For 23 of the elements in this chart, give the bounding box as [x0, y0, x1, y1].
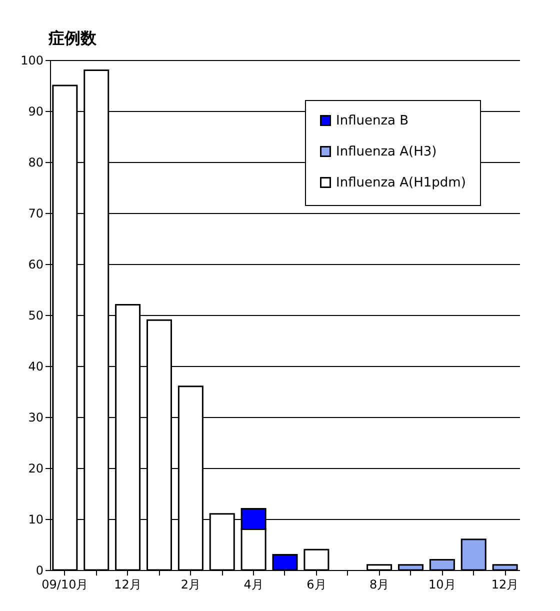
- y-tick-label: 0: [36, 564, 44, 578]
- y-tick-label: 30: [28, 410, 44, 424]
- y-tick-label: 70: [28, 206, 44, 220]
- x-tick-label: 10月: [428, 578, 456, 592]
- y-tick-label: 20: [28, 462, 44, 476]
- legend-label: Influenza A(H3): [336, 144, 437, 160]
- y-tick-label: 80: [28, 156, 44, 170]
- x-tick-label: 6月: [306, 578, 326, 592]
- x-tick-label: 12月: [114, 578, 142, 592]
- y-tick-label: 60: [28, 258, 44, 272]
- y-tick-label: 90: [28, 104, 44, 118]
- y-tick-label: 40: [28, 360, 44, 374]
- x-tick-label: 12月: [491, 578, 519, 592]
- x-tick-label: 09/10月: [42, 578, 88, 592]
- y-axis-title: 症例数: [48, 28, 98, 48]
- legend-label: Influenza B: [336, 114, 409, 128]
- x-tick-label: 4月: [244, 578, 264, 592]
- y-tick-label: 10: [28, 512, 44, 526]
- legend-label: Influenza A(H1pdm): [336, 176, 466, 190]
- y-tick-label: 50: [28, 308, 44, 322]
- x-tick-label: 2月: [180, 578, 201, 592]
- x-tick-label: 8月: [369, 578, 390, 592]
- y-tick-label: 100: [20, 54, 44, 68]
